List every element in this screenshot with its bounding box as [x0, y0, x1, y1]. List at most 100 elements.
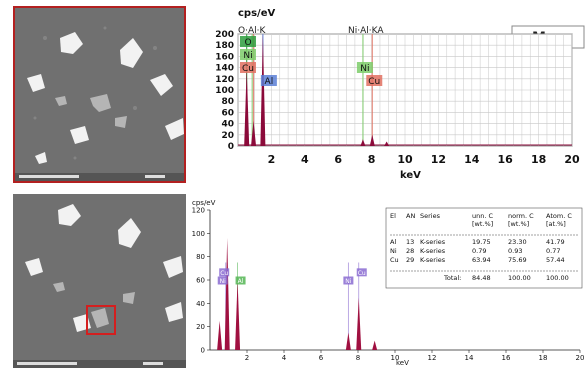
- y-tick-label: 100: [192, 230, 205, 238]
- y-tick-label: 160: [215, 52, 234, 62]
- spectrum-peak: [360, 139, 366, 146]
- table-cell: 75.69: [508, 256, 527, 264]
- table-header-cell: Atom. C: [546, 212, 572, 220]
- x-tick-label: 12: [428, 354, 437, 362]
- y-tick-label: 40: [196, 300, 205, 308]
- table-cell: K-series: [420, 247, 446, 255]
- table-cell: 84.48: [472, 274, 491, 282]
- y-axis-label: cps/eV: [238, 8, 275, 19]
- element-label-ni: Ni: [356, 62, 373, 74]
- y-tick-label: 140: [215, 64, 234, 74]
- element-label-ni: Ni: [240, 49, 256, 61]
- x-axis-label: keV: [396, 359, 409, 367]
- line-label-right: Ni·Al·KA: [348, 26, 384, 36]
- y-tick-label: 80: [196, 253, 205, 261]
- eds-spectrum-bottom-svg: cps/eV keV El AN Series unn. C[wt.%]norm. C…: [192, 199, 585, 367]
- eds-spectrum-top-svg: cps/eV O·Al·K Ni·Al·KA keV Map 020406080…: [215, 8, 585, 181]
- x-tick-label: 8: [368, 153, 376, 166]
- table-header-cell: [wt.%]: [472, 220, 493, 228]
- sem-image-top: [13, 6, 186, 183]
- x-tick-label: 20: [564, 153, 580, 166]
- sem-image-bottom: [13, 194, 186, 368]
- eds-spectrum-bottom: cps/eV keV El AN Series unn. C [wt.%] norm. C…: [188, 198, 586, 368]
- element-label-ni: Ni: [217, 276, 228, 285]
- plot-area: [207, 209, 581, 353]
- table-cell: 23.30: [508, 238, 527, 246]
- spectrum-peak: [224, 238, 230, 350]
- table-header-cell: [at.%]: [546, 220, 566, 228]
- table-cell: 63.94: [472, 256, 491, 264]
- x-tick-label: 18: [531, 153, 546, 166]
- table-cell: 100.00: [508, 274, 531, 282]
- spectrum-peak: [217, 320, 223, 350]
- sem-micrograph-top: [15, 8, 184, 181]
- line-label-left: O·Al·K: [238, 26, 266, 36]
- y-tick-label: 20: [196, 323, 205, 331]
- svg-text:Ni: Ni: [345, 278, 351, 285]
- table-cell: Al: [390, 238, 396, 246]
- spectrum-peak: [244, 67, 250, 146]
- selection-box: [86, 305, 116, 335]
- x-axis-label: keV: [400, 170, 421, 181]
- table-cell: Cu: [390, 256, 399, 264]
- element-label-cu: Cu: [240, 62, 256, 74]
- table-cell: K-series: [420, 256, 446, 264]
- spectrum-peak: [235, 280, 241, 350]
- table-cell: 57.44: [546, 256, 565, 264]
- element-label-o: O: [240, 36, 256, 48]
- table-header-cell: unn. C: [472, 212, 493, 220]
- y-tick-label: 60: [196, 277, 205, 285]
- spectrum-peak: [251, 120, 257, 146]
- table-cell: 41.79: [546, 238, 565, 246]
- table-cell: 28: [406, 247, 414, 255]
- table-cell: 0.79: [472, 247, 486, 255]
- sem-micrograph-bottom: [13, 194, 186, 368]
- element-label-ni: Ni: [343, 276, 354, 285]
- table-total-row: Total: 84.48 100.00 100.00: [443, 274, 569, 282]
- x-tick-label: 4: [282, 354, 287, 362]
- table-header-cell: El: [390, 212, 396, 220]
- x-tick-label: 20: [576, 354, 585, 362]
- element-label-cu: Cu: [366, 75, 383, 87]
- plot-area: [237, 33, 573, 147]
- x-tick-label: 6: [334, 153, 342, 166]
- spectrum-peak: [345, 332, 351, 350]
- svg-text:Ni: Ni: [243, 51, 252, 61]
- svg-text:Al: Al: [265, 77, 274, 87]
- y-axis-label: cps/eV: [192, 199, 216, 207]
- table-cell: 0.93: [508, 247, 522, 255]
- eds-spectrum-top: cps/eV O·Al·K Ni·Al·KA keV Map 020406080…: [200, 4, 586, 184]
- table-cell: 19.75: [472, 238, 491, 246]
- x-tick-label: 10: [397, 153, 413, 166]
- x-tick-label: 16: [502, 354, 511, 362]
- x-tick-label: 10: [391, 354, 400, 362]
- svg-text:Al: Al: [238, 278, 244, 285]
- quantification-table: El AN Series unn. C[wt.%]norm. C[wt.%]Atom.…: [385, 207, 583, 289]
- x-tick-label: 2: [268, 153, 276, 166]
- table-cell: 13: [406, 238, 414, 246]
- svg-text:Cu: Cu: [242, 64, 254, 74]
- svg-text:Cu: Cu: [220, 270, 228, 277]
- y-tick-label: 40: [221, 120, 234, 130]
- table-cell: 0.77: [546, 247, 560, 255]
- spectrum-peak: [372, 340, 378, 350]
- total-label: Total:: [443, 274, 461, 282]
- x-tick-label: 2: [245, 354, 249, 362]
- element-label-al: Al: [235, 276, 246, 285]
- table-cell: K-series: [420, 238, 446, 246]
- table-header-cell: Series: [420, 212, 441, 220]
- svg-text:O: O: [244, 38, 251, 48]
- element-label-cu: Cu: [356, 268, 367, 277]
- svg-text:Ni: Ni: [220, 278, 226, 285]
- x-tick-label: 18: [539, 354, 548, 362]
- table-row: Al 13 K-series 19.75 23.30 41.79: [390, 238, 565, 246]
- spectrum-peak: [369, 134, 375, 146]
- y-tick-label: 180: [215, 41, 234, 51]
- y-tick-label: 200: [215, 30, 234, 40]
- table-header-cell: norm. C: [508, 212, 534, 220]
- table-row: Cu 29 K-series 63.94 75.69 57.44: [390, 256, 565, 264]
- x-tick-label: 16: [498, 153, 514, 166]
- table-cell: 100.00: [546, 274, 569, 282]
- table-cell: 29: [406, 256, 414, 264]
- table-header-cell: [wt.%]: [508, 220, 529, 228]
